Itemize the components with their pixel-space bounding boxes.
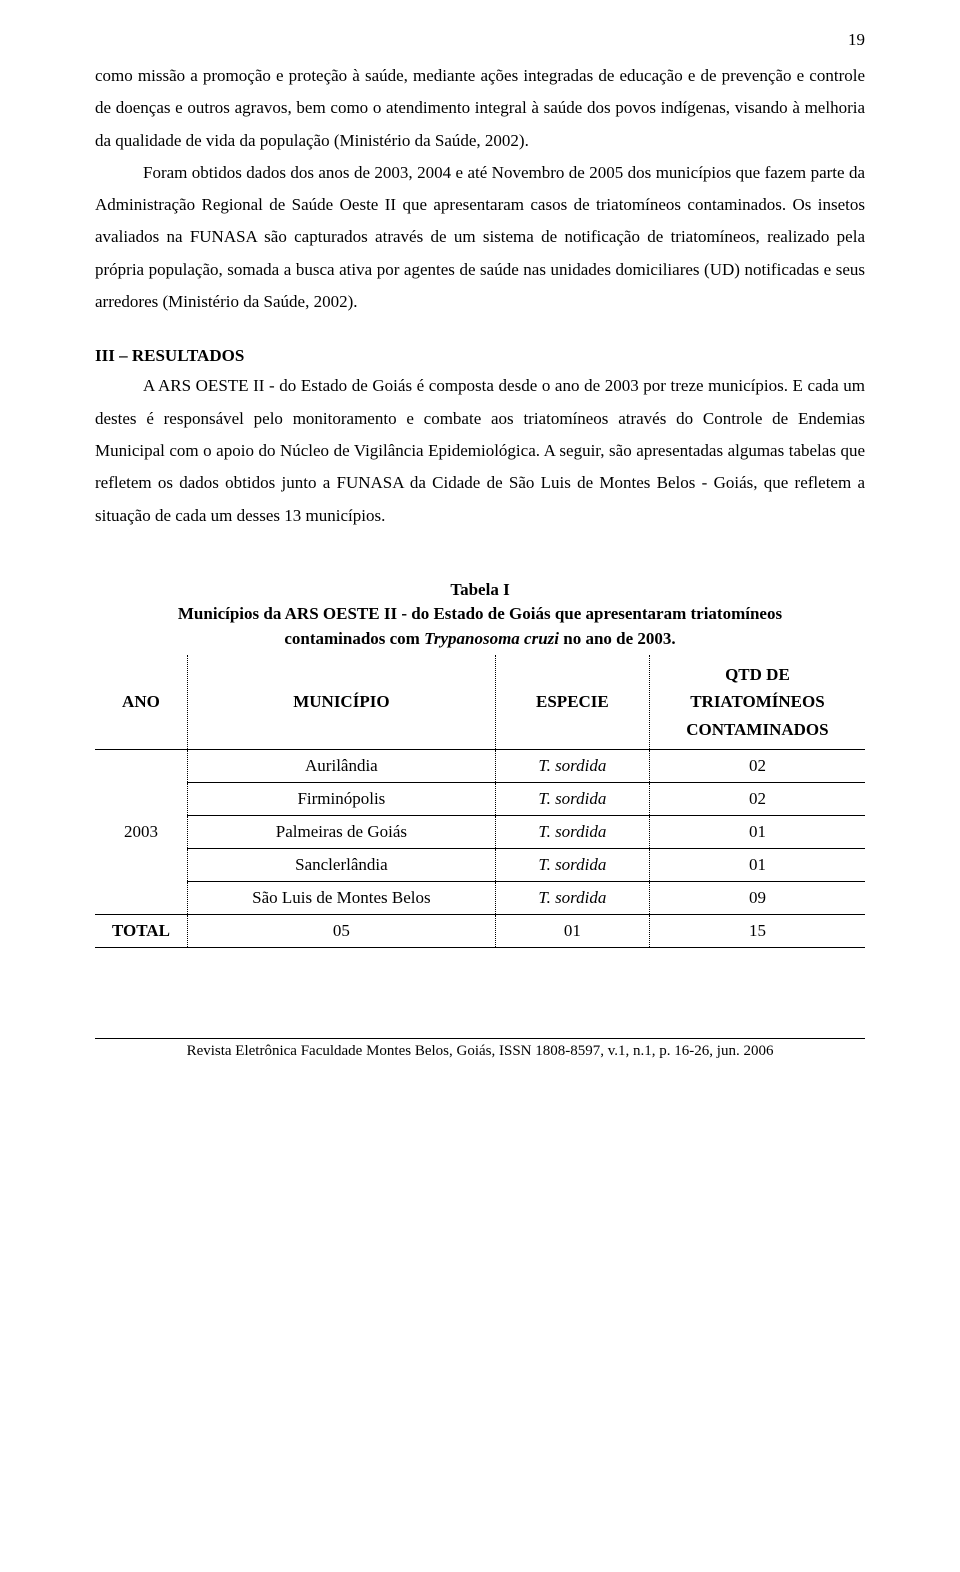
th-qtd-line2: TRIATOMÍNEOS	[690, 692, 824, 711]
cell-total-mun: 05	[187, 914, 495, 947]
subcaption-line2-pre: contaminados com	[284, 629, 424, 648]
cell-qtd: 09	[649, 881, 865, 914]
th-qtd-line1: QTD DE	[725, 665, 790, 684]
subcaption-line2-italic: Trypanosoma cruzi	[424, 629, 559, 648]
data-table: ANO MUNICÍPIO ESPECIE QTD DE TRIATOMÍNEO…	[95, 655, 865, 948]
th-qtd-line3: CONTAMINADOS	[686, 720, 828, 739]
cell-total-esp: 01	[495, 914, 649, 947]
paragraph-1: como missão a promoção e proteção à saúd…	[95, 60, 865, 157]
cell-especie: T. sordida	[495, 749, 649, 782]
paragraph-3: A ARS OESTE II - do Estado de Goiás é co…	[95, 370, 865, 531]
table-row: São Luis de Montes Belos T. sordida 09	[95, 881, 865, 914]
cell-municipio: Firminópolis	[187, 782, 495, 815]
table-row: Palmeiras de Goiás T. sordida 01	[95, 815, 865, 848]
cell-total-qtd: 15	[649, 914, 865, 947]
cell-municipio: Palmeiras de Goiás	[187, 815, 495, 848]
table-row: Sanclerlândia T. sordida 01	[95, 848, 865, 881]
cell-municipio: Aurilândia	[187, 749, 495, 782]
cell-qtd: 01	[649, 815, 865, 848]
table-row: Firminópolis T. sordida 02	[95, 782, 865, 815]
subcaption-line1: Municípios da ARS OESTE II - do Estado d…	[178, 604, 782, 623]
cell-year: 2003	[95, 749, 187, 914]
footer-citation: Revista Eletrônica Faculdade Montes Belo…	[95, 1038, 865, 1060]
section-heading-results: III – RESULTADOS	[95, 346, 865, 366]
table-subcaption: Municípios da ARS OESTE II - do Estado d…	[95, 602, 865, 651]
cell-qtd: 02	[649, 749, 865, 782]
paragraph-2: Foram obtidos dados dos anos de 2003, 20…	[95, 157, 865, 318]
cell-qtd: 01	[649, 848, 865, 881]
page-number: 19	[848, 30, 865, 50]
cell-especie: T. sordida	[495, 782, 649, 815]
table-total-row: TOTAL 05 01 15	[95, 914, 865, 947]
cell-municipio: Sanclerlândia	[187, 848, 495, 881]
cell-total-label: TOTAL	[95, 914, 187, 947]
cell-especie: T. sordida	[495, 815, 649, 848]
cell-especie: T. sordida	[495, 881, 649, 914]
document-page: 19 como missão a promoção e proteção à s…	[0, 0, 960, 1572]
cell-especie: T. sordida	[495, 848, 649, 881]
table-caption: Tabela I	[95, 580, 865, 600]
th-qtd: QTD DE TRIATOMÍNEOS CONTAMINADOS	[649, 655, 865, 749]
th-municipio: MUNICÍPIO	[187, 655, 495, 749]
table-row: 2003 Aurilândia T. sordida 02	[95, 749, 865, 782]
cell-municipio: São Luis de Montes Belos	[187, 881, 495, 914]
th-ano: ANO	[95, 655, 187, 749]
subcaption-line2-post: no ano de 2003.	[559, 629, 676, 648]
cell-qtd: 02	[649, 782, 865, 815]
table-header-row: ANO MUNICÍPIO ESPECIE QTD DE TRIATOMÍNEO…	[95, 655, 865, 749]
th-especie: ESPECIE	[495, 655, 649, 749]
